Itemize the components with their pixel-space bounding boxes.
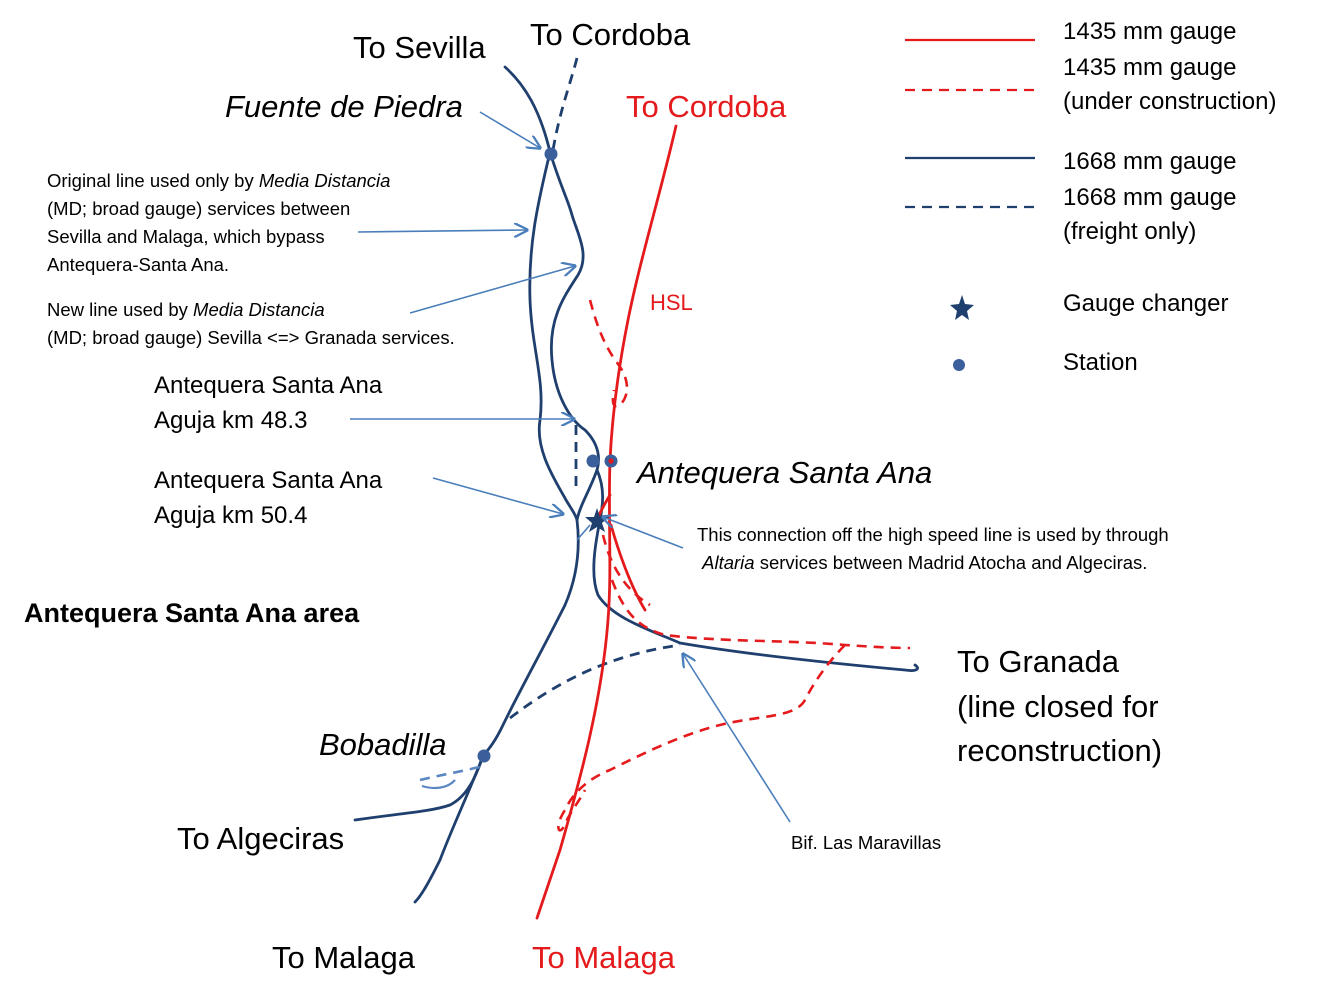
dest-to-cordoba-hsl: To Cordoba <box>626 89 787 124</box>
algeciras-spur <box>419 764 484 790</box>
aguja-483-line1: Antequera Santa Ana <box>154 372 383 399</box>
aguja-504-line1: Antequera Santa Ana <box>154 467 383 494</box>
station-dot-fuente-de-piedra <box>544 147 558 161</box>
legend-label-gauge-changer: Gauge changer <box>1063 290 1229 317</box>
note-new-line-1: New line used by Media Distancia <box>47 299 325 320</box>
hsl-label: HSL <box>650 290 693 315</box>
dest-to-sevilla: To Sevilla <box>353 30 486 65</box>
hsl-main <box>535 124 678 920</box>
pointer-maravillas <box>683 654 791 823</box>
station-label-antequera-santa-ana: Antequera Santa Ana <box>637 455 933 490</box>
note-original-line-2: (MD; broad gauge) services between <box>47 198 351 219</box>
freight-to-cordoba <box>551 57 579 151</box>
note-original-line-4: Antequera-Santa Ana. <box>47 254 230 275</box>
pointer-extra <box>576 524 591 541</box>
station-markers <box>477 147 618 763</box>
line-original-bypass <box>528 150 579 522</box>
note-new-line-2: (MD; broad gauge) Sevilla <=> Granada se… <box>47 327 455 348</box>
note-connection: This connection off the high speed line … <box>697 521 1169 577</box>
legend-label-broad-gauge-freight-2: (freight only) <box>1063 218 1197 245</box>
station-dot-antequera-broad <box>586 454 600 468</box>
standard-gauge-lines <box>535 124 678 920</box>
dest-to-granada-1: To Granada <box>957 644 1119 679</box>
station-dot-antequera-hsl-center <box>608 458 614 464</box>
bif-las-maravillas-label: Bif. Las Maravillas <box>791 832 942 853</box>
construction-south-loop <box>557 644 846 832</box>
dest-to-algeciras: To Algeciras <box>177 821 345 856</box>
standard-gauge-construction <box>557 299 911 832</box>
note-original-line-3: Sevilla and Malaga, which bypass <box>47 226 325 247</box>
dest-to-malaga-broad: To Malaga <box>272 940 416 975</box>
note-original-line-1: Original line used only by Media Distanc… <box>47 170 391 191</box>
dest-to-cordoba-broad: To Cordoba <box>530 17 691 52</box>
legend-label-standard-gauge-construction-2: (under construction) <box>1063 88 1277 115</box>
legend-label-station: Station <box>1063 349 1138 376</box>
legend-label-broad-gauge: 1668 mm gauge <box>1063 148 1237 175</box>
dest-to-granada-2: (line closed for <box>957 689 1159 724</box>
aguja-483-line2: Aguja km 48.3 <box>154 407 308 434</box>
note-original-line: Original line used only by Media Distanc… <box>47 167 390 279</box>
freight-bobadilla-curve <box>509 643 681 720</box>
pointer-new-line <box>409 266 575 314</box>
legend-label-standard-gauge-construction-1: 1435 mm gauge <box>1063 54 1237 81</box>
pointer-original-line <box>357 230 527 232</box>
pointer-aguja-504 <box>432 477 563 514</box>
aguja-504-line2: Aguja km 50.4 <box>154 502 308 529</box>
broad-gauge-freight-lines <box>509 57 681 720</box>
station-label-bobadilla: Bobadilla <box>319 727 447 762</box>
note-connection-2: Altaria services between Madrid Atocha a… <box>702 552 1148 573</box>
line-to-sevilla <box>503 65 552 154</box>
broad-gauge-lines <box>353 65 919 904</box>
legend-station-dot <box>953 359 965 371</box>
station-dot-bobadilla <box>477 749 491 763</box>
construction-north-loop <box>588 299 629 408</box>
pointer-fuente <box>479 111 540 148</box>
note-new-line: New line used by Media Distancia (MD; br… <box>47 296 455 352</box>
dest-to-malaga-hsl: To Malaga <box>532 940 676 975</box>
construction-to-granada <box>610 579 911 650</box>
note-connection-1: This connection off the high speed line … <box>697 524 1169 545</box>
annotation-pointers <box>350 111 791 823</box>
area-title: Antequera Santa Ana area <box>24 598 360 628</box>
hsl-granada-curve <box>609 523 647 612</box>
line-to-algeciras <box>353 754 485 822</box>
construction-granada-curve <box>601 534 651 607</box>
legend-gauge-changer-star <box>950 295 974 320</box>
station-label-fuente-de-piedra: Fuente de Piedra <box>225 89 463 124</box>
pointer-connection <box>603 517 684 549</box>
legend-label-standard-gauge: 1435 mm gauge <box>1063 18 1237 45</box>
line-trunk-to-malaga <box>413 518 580 904</box>
legend-swatches <box>905 38 1035 371</box>
legend-label-broad-gauge-freight-1: 1668 mm gauge <box>1063 184 1237 211</box>
dest-to-granada-3: reconstruction) <box>957 733 1163 768</box>
